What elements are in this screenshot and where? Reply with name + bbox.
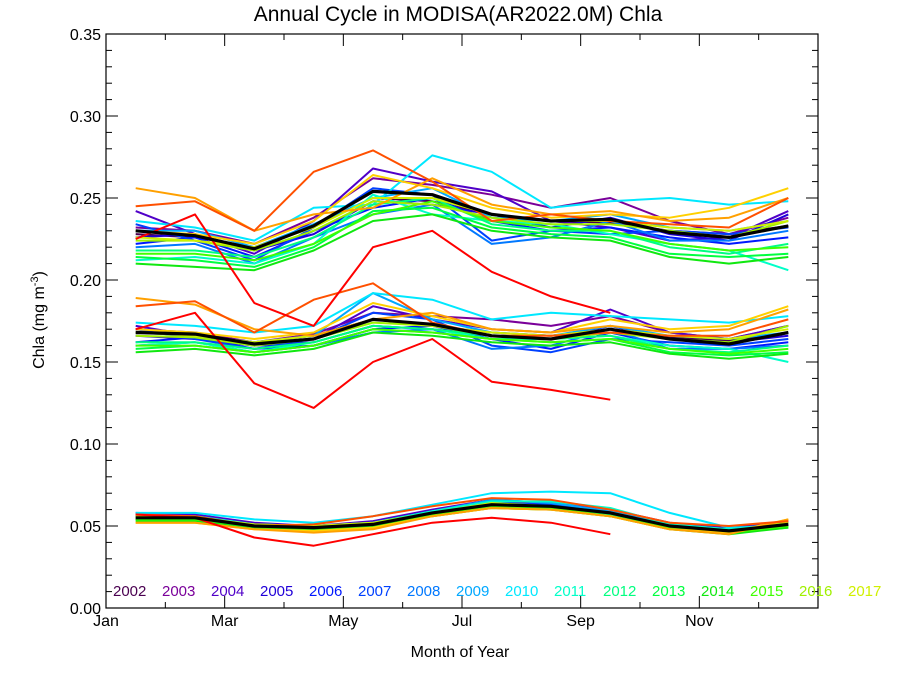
y-axis-label-close: ) (31, 271, 48, 276)
legend-year-2013: 2013 (652, 583, 685, 600)
y-axis-label-text: Chla (mg m (31, 286, 48, 369)
series-2015-middle-line (135, 328, 789, 355)
legend-year-2004: 2004 (211, 583, 244, 600)
x-tick-label: Nov (685, 613, 713, 630)
mean-lower-line (135, 503, 789, 533)
x-tick-label: Mar (211, 613, 239, 630)
y-axis-label-exponent: -3 (29, 276, 41, 286)
legend-year-2014: 2014 (701, 583, 734, 600)
mean-upper-line (135, 189, 789, 251)
legend-year-2010: 2010 (505, 583, 538, 600)
series-20-middle-line (135, 311, 611, 409)
series-17-upper-line (135, 174, 789, 245)
y-tick-label: 0.35 (70, 27, 101, 44)
series-layer (135, 149, 789, 547)
legend-year-2008: 2008 (407, 583, 440, 600)
x-tick-label: Jan (93, 613, 119, 630)
series-18-lower-line (135, 507, 789, 536)
y-tick-label: 0.05 (70, 519, 101, 536)
series-2010-middle-line (135, 292, 789, 334)
series-20-lower-line (135, 513, 611, 547)
x-axis-label: Month of Year (411, 644, 510, 661)
legend-year-2007: 2007 (358, 583, 391, 600)
axes-layer: 0.00 0.05 0.10 0.15 0.20 0.25 0.30 0.35 Jan Mar Ma… (70, 27, 819, 630)
y-tick-label: 0.20 (70, 273, 101, 290)
chart-title: Annual Cycle in MODISA(AR2022.0M) Chla (254, 3, 663, 26)
legend-year-2003: 2003 (162, 583, 195, 600)
y-tick-label: 0.00 (70, 601, 101, 618)
series-18-middle-line (135, 297, 789, 337)
legend-year-2011: 2011 (554, 583, 586, 600)
year-legend: 2002 2003 2004 2005 2006 2007 2008 2009 2010 2011… (113, 583, 881, 600)
series-2006-upper-line (135, 197, 789, 258)
series-19-upper-line (135, 149, 789, 232)
series-2010-lower-line (135, 490, 789, 529)
series-2010-upper-line (135, 154, 789, 242)
series-17-middle-line (135, 302, 789, 340)
legend-year-2015: 2015 (750, 583, 783, 600)
y-tick-label: 0.25 (70, 191, 101, 208)
y-tick-label: 0.10 (70, 437, 101, 454)
series-2008-upper-line (135, 203, 789, 265)
series-2014-middle-line (135, 331, 789, 360)
series-2014-upper-line (135, 213, 789, 272)
legend-year-2006: 2006 (309, 583, 342, 600)
series-20-upper-line (135, 213, 611, 327)
legend-year-2005: 2005 (260, 583, 293, 600)
y-tick-label: 0.15 (70, 355, 101, 372)
series-2013-upper-line (135, 206, 789, 268)
legend-year-2012: 2012 (603, 583, 636, 600)
y-axis-label: Chla (mg m-3) (29, 271, 48, 369)
x-tick-label: Jul (452, 613, 472, 630)
y-tick-label: 0.30 (70, 109, 101, 126)
legend-year-2016: 2016 (799, 583, 832, 600)
mean-middle-line (135, 317, 789, 346)
legend-year-2002: 2002 (113, 583, 146, 600)
legend-year-2017: 2017 (848, 583, 881, 600)
x-tick-label: May (328, 613, 358, 630)
legend-year-2009: 2009 (456, 583, 489, 600)
x-tick-label: Sep (566, 613, 595, 630)
